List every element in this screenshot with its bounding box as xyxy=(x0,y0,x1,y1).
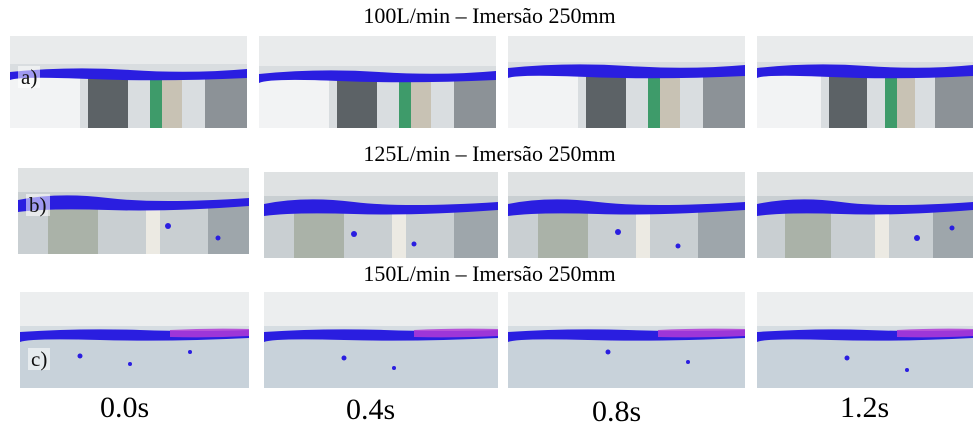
photo-a-2 xyxy=(508,36,745,128)
photo-c-0: c) xyxy=(20,292,249,388)
time-label-0: 0.0s xyxy=(100,391,150,424)
photo-a-3 xyxy=(757,36,973,128)
photo-b-1 xyxy=(264,172,498,258)
time-label-2: 0.8s xyxy=(592,395,642,428)
photo-a-1 xyxy=(259,36,496,128)
photo-c-3 xyxy=(757,292,973,388)
panel-label-b: b) xyxy=(26,194,50,216)
photo-b-2 xyxy=(508,172,745,258)
row-title-c: 150L/min – Imersão 250mm xyxy=(363,261,616,286)
photo-a-0: a) xyxy=(10,36,247,128)
photo-c-1 xyxy=(264,292,498,388)
photo-b-0: b) xyxy=(18,168,249,254)
time-label-1: 0.4s xyxy=(346,393,396,426)
photo-b-3 xyxy=(757,172,973,258)
row-title-a: 100L/min – Imersão 250mm xyxy=(363,3,616,28)
time-label-3: 1.2s xyxy=(840,391,890,424)
panel-label-c: c) xyxy=(28,348,51,370)
panel-label-a: a) xyxy=(18,66,41,88)
row-title-b: 125L/min – Imersão 250mm xyxy=(363,141,616,166)
photo-c-2 xyxy=(508,292,745,388)
